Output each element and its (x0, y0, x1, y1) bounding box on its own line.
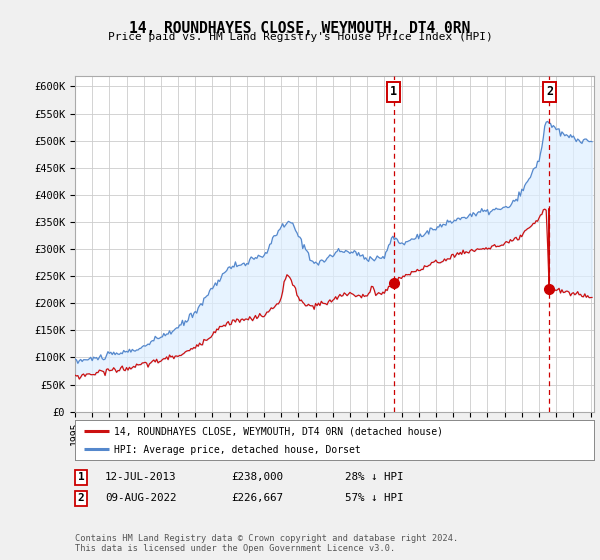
Text: 2: 2 (77, 493, 85, 503)
Text: 12-JUL-2013: 12-JUL-2013 (105, 472, 176, 482)
Text: £226,667: £226,667 (231, 493, 283, 503)
Text: 28% ↓ HPI: 28% ↓ HPI (345, 472, 404, 482)
Text: £238,000: £238,000 (231, 472, 283, 482)
Text: 14, ROUNDHAYES CLOSE, WEYMOUTH, DT4 0RN (detached house): 14, ROUNDHAYES CLOSE, WEYMOUTH, DT4 0RN … (114, 426, 443, 436)
Text: 09-AUG-2022: 09-AUG-2022 (105, 493, 176, 503)
Text: 14, ROUNDHAYES CLOSE, WEYMOUTH, DT4 0RN: 14, ROUNDHAYES CLOSE, WEYMOUTH, DT4 0RN (130, 21, 470, 36)
Text: Contains HM Land Registry data © Crown copyright and database right 2024.
This d: Contains HM Land Registry data © Crown c… (75, 534, 458, 553)
Text: 2: 2 (546, 85, 553, 99)
Text: Price paid vs. HM Land Registry's House Price Index (HPI): Price paid vs. HM Land Registry's House … (107, 32, 493, 42)
Text: 57% ↓ HPI: 57% ↓ HPI (345, 493, 404, 503)
Text: HPI: Average price, detached house, Dorset: HPI: Average price, detached house, Dors… (114, 445, 361, 455)
Text: 1: 1 (390, 85, 397, 99)
Text: 1: 1 (77, 472, 85, 482)
